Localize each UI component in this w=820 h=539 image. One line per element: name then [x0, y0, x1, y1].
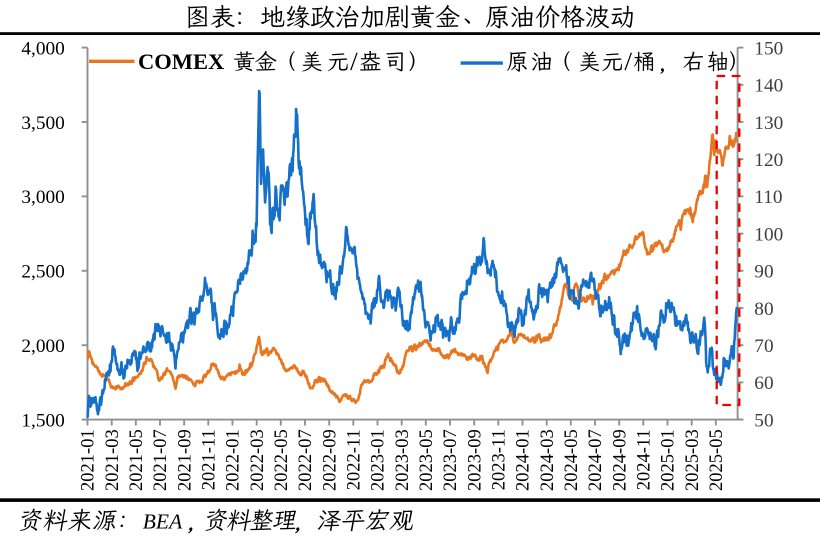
svg-text:120: 120 — [754, 150, 783, 171]
svg-text:2,500: 2,500 — [21, 262, 64, 283]
svg-text:2022-09: 2022-09 — [320, 429, 340, 491]
svg-text:2023-07: 2023-07 — [441, 429, 461, 491]
svg-text:2023-09: 2023-09 — [465, 429, 485, 491]
svg-text:2021-11: 2021-11 — [200, 429, 220, 490]
svg-text:1,500: 1,500 — [21, 410, 64, 431]
svg-text:140: 140 — [754, 76, 783, 97]
svg-text:3,000: 3,000 — [21, 187, 64, 208]
svg-text:2021-09: 2021-09 — [175, 429, 195, 491]
svg-text:100: 100 — [754, 224, 783, 245]
svg-text:2022-11: 2022-11 — [345, 429, 365, 490]
svg-text:2022-03: 2022-03 — [248, 429, 268, 491]
svg-text:2021-03: 2021-03 — [103, 429, 123, 491]
svg-text:2023-05: 2023-05 — [417, 429, 437, 491]
svg-text:150: 150 — [754, 38, 783, 59]
svg-text:70: 70 — [754, 336, 773, 357]
svg-text:2024-03: 2024-03 — [538, 429, 558, 491]
svg-text:3,500: 3,500 — [21, 113, 64, 134]
svg-text:2024-09: 2024-09 — [610, 429, 630, 491]
svg-text:2021-01: 2021-01 — [79, 429, 99, 491]
svg-text:2023-11: 2023-11 — [490, 429, 510, 490]
svg-text:4,000: 4,000 — [21, 38, 64, 59]
svg-text:2,000: 2,000 — [21, 336, 64, 357]
svg-text:2024-05: 2024-05 — [562, 429, 582, 491]
svg-text:2025-03: 2025-03 — [683, 429, 703, 491]
svg-text:2025-01: 2025-01 — [659, 429, 679, 491]
svg-text:110: 110 — [754, 187, 782, 208]
svg-text:2021-05: 2021-05 — [127, 429, 147, 491]
svg-text:2023-01: 2023-01 — [369, 429, 389, 491]
svg-text:130: 130 — [754, 113, 783, 134]
svg-text:COMEX: COMEX — [138, 49, 224, 74]
svg-text:2024-01: 2024-01 — [514, 429, 534, 491]
svg-text:2022-05: 2022-05 — [272, 429, 292, 491]
svg-text:50: 50 — [754, 410, 773, 431]
svg-text:2022-01: 2022-01 — [224, 429, 244, 491]
svg-text:2024-11: 2024-11 — [635, 429, 655, 490]
svg-text:2025-05: 2025-05 — [707, 429, 727, 491]
svg-text:2024-07: 2024-07 — [586, 429, 606, 491]
svg-text:80: 80 — [754, 299, 773, 320]
svg-text:BEA: BEA — [143, 510, 183, 534]
svg-text:60: 60 — [754, 373, 773, 394]
svg-text:90: 90 — [754, 262, 773, 283]
svg-text:2021-07: 2021-07 — [151, 429, 171, 491]
svg-text:2022-07: 2022-07 — [296, 429, 316, 491]
svg-text:2023-03: 2023-03 — [393, 429, 413, 491]
